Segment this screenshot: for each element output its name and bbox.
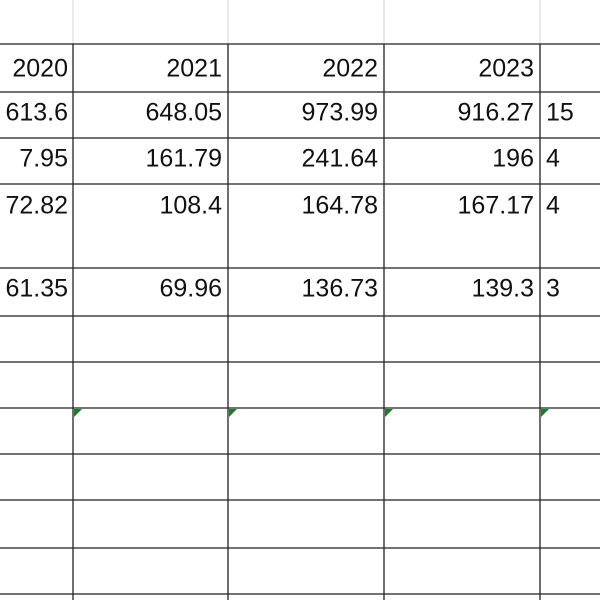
cell-text: 69.96 [159, 275, 222, 303]
error-indicator [74, 409, 82, 417]
cell-text: 139.3 [471, 275, 534, 303]
cell-text: 15 [546, 99, 574, 127]
top-row-gridlines [72, 0, 541, 44]
cell-text: 136.73 [302, 275, 378, 303]
cell-text: 108.4 [159, 192, 222, 220]
cell-borders [0, 43, 600, 600]
cell-text: 61.35 [5, 275, 68, 303]
cell-text: 4 [546, 192, 560, 220]
cell-text: 613.6 [5, 99, 68, 127]
error-indicator [541, 409, 549, 417]
cell-text: 973.99 [302, 99, 378, 127]
cell-text: 2023 [478, 55, 534, 83]
cell-text: 2021 [166, 55, 222, 83]
error-indicators [74, 409, 549, 417]
cell-text: 72.82 [5, 192, 68, 220]
cell-text: 4 [546, 145, 560, 173]
cell-text: 241.64 [302, 145, 379, 173]
cell-text: 167.17 [458, 192, 534, 220]
error-indicator [229, 409, 237, 417]
cell-text: 3 [546, 275, 560, 303]
cell-text: 648.05 [146, 99, 222, 127]
error-indicator [385, 409, 393, 417]
cell-text: 161.79 [146, 145, 222, 173]
cell-text: 164.78 [302, 192, 378, 220]
cell-text: 196 [492, 145, 534, 173]
cell-text: 2020 [12, 55, 68, 83]
cell-text: 7.95 [19, 145, 68, 173]
cell-text: 2022 [322, 55, 378, 83]
cell-text: 916.27 [458, 99, 534, 127]
